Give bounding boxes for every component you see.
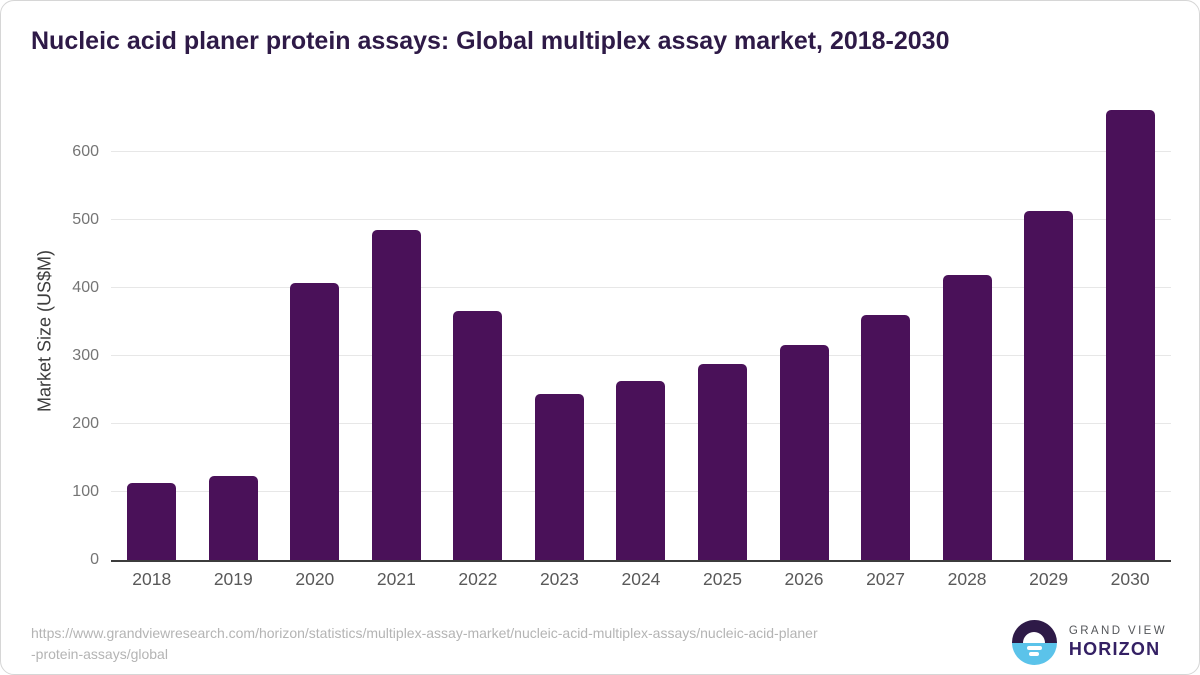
bar-2023[interactable]	[534, 393, 584, 560]
bar-slot	[682, 100, 764, 560]
bar-2029[interactable]	[1024, 211, 1074, 560]
x-tick-label: 2025	[703, 569, 742, 589]
x-tick-label: 2028	[947, 569, 987, 589]
logo-sky-half	[1011, 620, 1057, 643]
y-tick-label: 100	[72, 483, 99, 501]
gridline	[111, 151, 1171, 153]
bar-slot	[600, 100, 682, 560]
bar-2024[interactable]	[616, 381, 666, 560]
bar-2028[interactable]	[942, 274, 992, 560]
bar-2025[interactable]	[697, 364, 747, 560]
bar-slot	[193, 100, 275, 560]
y-tick-label: 500	[72, 211, 99, 229]
y-tick-label: 400	[72, 279, 99, 297]
logo-reflection-line	[1026, 646, 1042, 650]
bar-2022[interactable]	[453, 311, 503, 560]
bar-slot	[845, 100, 927, 560]
bar-2026[interactable]	[779, 344, 829, 560]
horizon-sunrise-icon	[1011, 620, 1057, 665]
bar-slot	[763, 100, 845, 560]
gridline	[111, 287, 1171, 289]
bar-2030[interactable]	[1105, 110, 1155, 560]
bar-slot	[356, 100, 438, 560]
plot-area	[111, 100, 1171, 562]
source-url-line2: -protein-assays/global	[31, 646, 168, 662]
x-tick-label: 2023	[539, 569, 579, 589]
bar-2027[interactable]	[861, 315, 911, 560]
x-tick-label: 2026	[784, 569, 824, 589]
x-tick-label: 2027	[866, 569, 906, 589]
bar-slot	[1089, 100, 1171, 560]
source-url-line1: https://www.grandviewresearch.com/horizo…	[31, 625, 818, 641]
y-tick-label: 600	[72, 143, 99, 161]
bar-2020[interactable]	[290, 283, 340, 560]
bar-slot	[519, 100, 601, 560]
y-axis-ticks: 0 100 200 300 400 500 600	[31, 100, 99, 568]
x-tick-label: 2019	[213, 569, 253, 589]
logo-sun-dome	[1023, 631, 1046, 643]
bar-slot	[1008, 100, 1090, 560]
bar-slot	[437, 100, 519, 560]
logo-reflection-line	[1029, 652, 1040, 656]
brand-logo: GRAND VIEW HORIZON	[1011, 620, 1167, 665]
y-tick-label: 0	[90, 551, 99, 568]
x-tick-label: 2024	[621, 569, 661, 589]
brand-name-bottom: HORIZON	[1068, 639, 1161, 659]
bar-slot	[274, 100, 356, 560]
gridline	[111, 219, 1171, 221]
y-tick-label: 300	[72, 347, 99, 365]
x-tick-label: 2022	[458, 569, 498, 589]
x-tick-label: 2030	[1110, 569, 1150, 589]
bar-2019[interactable]	[208, 475, 258, 560]
x-axis-labels: 2018 2019 2020 2021 2022 2023 2024 2025 2026 2027…	[111, 569, 1171, 590]
bar-2018[interactable]	[127, 483, 177, 560]
x-tick-label: 2029	[1029, 569, 1069, 589]
brand-wordmark: GRAND VIEW HORIZON	[1069, 625, 1167, 660]
x-tick-label: 2020	[295, 569, 335, 589]
bar-series	[111, 100, 1171, 560]
source-url: https://www.grandviewresearch.com/horizo…	[31, 623, 971, 665]
x-tick-label: 2021	[376, 569, 416, 589]
bar-2021[interactable]	[371, 230, 421, 560]
bar-slot	[111, 100, 193, 560]
y-tick-label: 200	[72, 415, 99, 433]
brand-name-top: GRAND VIEW	[1068, 625, 1167, 637]
bar-slot	[926, 100, 1008, 560]
gridline	[111, 355, 1171, 357]
chart-title: Nucleic acid planer protein assays: Glob…	[31, 27, 950, 55]
x-tick-label: 2018	[132, 569, 172, 589]
